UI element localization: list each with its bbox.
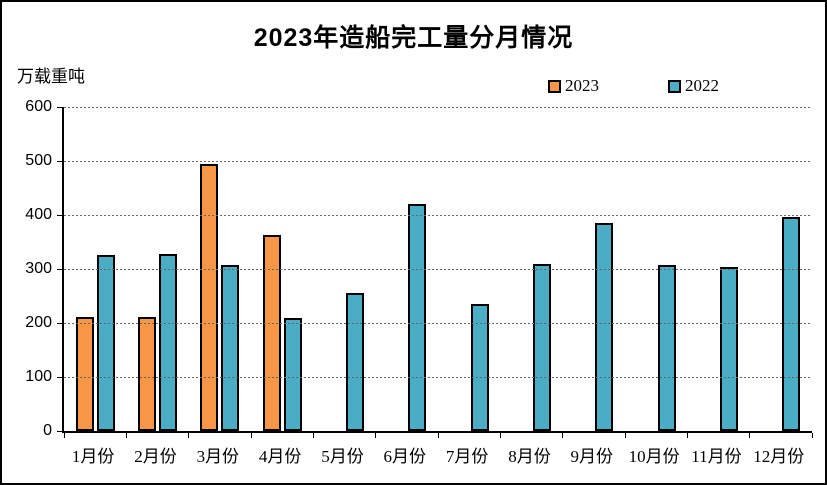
y-axis-label-0: 0: [43, 422, 52, 439]
bar-group-10月份: [625, 107, 687, 431]
bar-2022-2月份: [158, 253, 177, 431]
bar-2023-1月份: [75, 317, 94, 431]
x-tick-1: [125, 433, 127, 438]
bar-group-9月份: [563, 107, 625, 431]
legend-label-2022: 2022: [685, 76, 719, 95]
y-axis-unit-label: 万载重吨: [17, 67, 85, 86]
x-tick-0: [63, 433, 65, 438]
gridline-300: [64, 269, 812, 270]
x-axis-label-2月份: 2月份: [134, 447, 177, 466]
chart-title: 2023年造船完工量分月情况: [253, 24, 574, 52]
bar-group-2月份: [126, 107, 188, 431]
x-axis-label-9月份: 9月份: [570, 447, 614, 466]
bar-2022-4月份: [283, 317, 302, 431]
bar-2022-5月份: [345, 292, 364, 431]
y-axis-label-600: 600: [25, 98, 52, 115]
gridline-600: [64, 107, 812, 108]
gridline-100: [64, 377, 812, 378]
x-tick-6: [437, 433, 439, 438]
y-axis-label-200: 200: [25, 314, 52, 331]
x-axis-label-7月份: 7月份: [445, 447, 489, 466]
y-tick-600: [57, 107, 62, 108]
x-axis-label-11月份: 11月份: [691, 447, 742, 466]
bar-2023-2月份: [137, 317, 156, 431]
plot-area: [57, 107, 813, 438]
y-axis-labels: 600 500 400 300 200 100 0: [2, 2, 52, 483]
bar-group-4月份: [251, 107, 313, 431]
legend-item-2022: 2022: [668, 76, 719, 96]
bar-group-5月份: [313, 107, 375, 431]
y-axis-label-100: 100: [25, 368, 52, 385]
x-axis-labels: 1月份 2月份 3月份 4月份 5月份 6月份 7月份 8月份 9月份 10月份 11月份 12月份: [62, 442, 810, 467]
bar-group-8月份: [500, 107, 562, 431]
bar-group-7月份: [438, 107, 500, 431]
x-tick-5: [375, 433, 377, 438]
y-tick-500: [57, 161, 62, 162]
x-axis-label-1月份: 1月份: [71, 447, 115, 466]
x-axis-label-4月份: 4月份: [258, 447, 302, 466]
y-axis-label-300: 300: [25, 260, 52, 277]
x-axis-label-3月份: 3月份: [196, 447, 240, 466]
bar-2022-10月份: [657, 264, 676, 431]
x-tick-9: [624, 433, 626, 438]
x-tick-10: [686, 433, 688, 438]
bar-2023-4月份: [262, 234, 281, 431]
x-axis-label-10月份: 10月份: [628, 447, 680, 466]
bar-group-3月份: [189, 107, 251, 431]
x-tick-12: [811, 433, 813, 438]
bar-2022-8月份: [532, 264, 551, 431]
x-axis-label-8月份: 8月份: [508, 447, 551, 466]
x-axis-label-12月份: 12月份: [753, 447, 805, 466]
bar-group-11月份: [687, 107, 749, 431]
x-tick-3: [250, 433, 252, 438]
y-tick-300: [57, 269, 62, 270]
gridline-500: [64, 161, 812, 162]
bar-group-1月份: [64, 107, 126, 431]
bar-2022-1月份: [96, 254, 115, 431]
y-tick-400: [57, 215, 62, 216]
gridline-200: [64, 323, 812, 324]
y-tick-200: [57, 323, 62, 324]
x-tick-4: [312, 433, 314, 438]
bar-2022-6月份: [408, 203, 427, 431]
x-axis-label-6月份: 6月份: [383, 447, 427, 466]
bar-group-6月份: [376, 107, 438, 431]
bar-2022-7月份: [470, 304, 489, 431]
bar-2022-9月份: [595, 222, 614, 431]
x-tick-7: [499, 433, 501, 438]
x-tick-2: [188, 433, 190, 438]
x-tick-11: [749, 433, 751, 438]
legend-swatch-2023: [548, 79, 561, 93]
legend-label-2023: 2023: [565, 76, 599, 95]
y-axis-label-400: 400: [25, 206, 52, 223]
legend-swatch-2022: [668, 79, 681, 93]
y-tick-100: [57, 377, 62, 378]
y-tick-0: [57, 431, 62, 432]
legend-item-2023: 2023: [548, 76, 599, 96]
x-tick-8: [562, 433, 564, 438]
x-axis-label-5月份: 5月份: [321, 447, 364, 466]
y-axis-label-500: 500: [25, 152, 52, 169]
gridline-400: [64, 215, 812, 216]
bar-2022-3月份: [221, 264, 240, 431]
bar-2023-3月份: [200, 164, 219, 431]
bar-2022-11月份: [719, 266, 738, 431]
